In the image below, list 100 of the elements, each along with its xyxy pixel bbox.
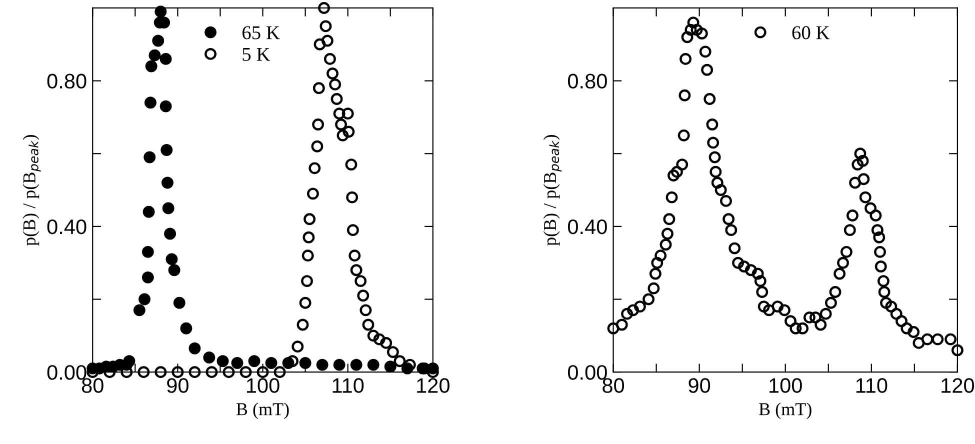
point bbox=[154, 366, 167, 378]
point bbox=[152, 34, 164, 47]
point bbox=[318, 2, 330, 14]
point bbox=[188, 342, 201, 354]
point bbox=[342, 126, 355, 138]
point bbox=[333, 358, 346, 371]
x-tick-label: 80 bbox=[82, 378, 104, 393]
point bbox=[336, 129, 349, 142]
point bbox=[142, 271, 154, 284]
point bbox=[164, 228, 176, 240]
point bbox=[256, 366, 269, 378]
point bbox=[299, 357, 312, 369]
point bbox=[286, 355, 299, 368]
point bbox=[330, 93, 343, 105]
point bbox=[357, 290, 370, 302]
point bbox=[342, 108, 354, 120]
point bbox=[306, 188, 319, 200]
x-axis-title: B (mT) bbox=[236, 402, 289, 419]
x-tick-label: 80 bbox=[602, 378, 624, 393]
y-tick-label: 0.80 bbox=[47, 74, 86, 89]
x-tick-label: 120 bbox=[942, 378, 974, 393]
x-tick-label: 90 bbox=[688, 378, 710, 393]
y-axis-title: p(B) / p(B$_{peak}$) bbox=[543, 135, 562, 246]
point bbox=[367, 358, 380, 371]
x-tick-label: 120 bbox=[417, 378, 450, 393]
point bbox=[311, 140, 324, 152]
point bbox=[346, 191, 358, 204]
y-tick-label: 0.40 bbox=[47, 219, 86, 234]
point bbox=[360, 304, 372, 316]
point bbox=[348, 250, 361, 262]
x-tick-label: 110 bbox=[332, 378, 364, 393]
legend-label: 5 K bbox=[242, 48, 270, 61]
point bbox=[333, 108, 346, 120]
point bbox=[321, 34, 334, 47]
legend-label: 60 K bbox=[792, 26, 830, 40]
point bbox=[248, 355, 260, 368]
point bbox=[326, 68, 338, 80]
point bbox=[166, 253, 178, 266]
point bbox=[138, 293, 150, 306]
point bbox=[144, 151, 156, 164]
point bbox=[296, 318, 309, 331]
point bbox=[222, 366, 235, 378]
point bbox=[345, 158, 358, 171]
point bbox=[314, 38, 326, 50]
point bbox=[162, 176, 174, 189]
point bbox=[123, 355, 136, 368]
x-axis-title: B (mT) bbox=[759, 402, 812, 419]
point bbox=[386, 346, 399, 358]
point bbox=[380, 336, 392, 349]
y-tick-label: 0.40 bbox=[568, 219, 607, 234]
point bbox=[304, 213, 316, 226]
point bbox=[138, 366, 150, 378]
point bbox=[329, 78, 342, 90]
point bbox=[265, 357, 278, 369]
point bbox=[302, 231, 315, 244]
point bbox=[384, 360, 396, 373]
point bbox=[142, 206, 155, 218]
point bbox=[350, 264, 362, 276]
point bbox=[367, 330, 380, 342]
point bbox=[299, 296, 312, 309]
point bbox=[160, 100, 172, 112]
point bbox=[320, 20, 332, 32]
point bbox=[394, 355, 406, 368]
point bbox=[354, 275, 367, 288]
point bbox=[240, 366, 252, 378]
point bbox=[148, 49, 161, 62]
point bbox=[142, 246, 154, 258]
point bbox=[312, 118, 324, 130]
point bbox=[301, 275, 313, 288]
point bbox=[362, 318, 374, 331]
point bbox=[373, 333, 386, 346]
point bbox=[216, 355, 229, 368]
x-tick-label: 90 bbox=[167, 378, 188, 393]
y-axis-title: p(B) / p(B$_{peak}$) bbox=[22, 135, 41, 246]
point bbox=[324, 52, 336, 65]
x-tick-label: 110 bbox=[856, 378, 888, 393]
point bbox=[133, 304, 146, 316]
point bbox=[203, 352, 216, 364]
point bbox=[312, 82, 325, 94]
point bbox=[144, 96, 156, 109]
point bbox=[173, 296, 186, 309]
point bbox=[274, 366, 286, 378]
point bbox=[316, 358, 328, 371]
point bbox=[145, 60, 158, 72]
point bbox=[160, 144, 173, 156]
x-tick-label: 100 bbox=[770, 378, 802, 393]
point bbox=[302, 250, 314, 262]
legend-label: 65 K bbox=[242, 26, 280, 40]
point bbox=[292, 340, 304, 353]
point bbox=[308, 162, 321, 174]
point bbox=[180, 322, 192, 334]
point bbox=[160, 52, 172, 65]
point bbox=[350, 358, 362, 371]
y-tick-label: 0.00 bbox=[568, 365, 607, 380]
x-tick-label: 100 bbox=[246, 378, 280, 393]
point bbox=[206, 366, 218, 378]
point bbox=[335, 118, 347, 130]
point bbox=[231, 357, 244, 369]
point bbox=[162, 202, 174, 214]
y-tick-label: 0.00 bbox=[47, 365, 86, 380]
